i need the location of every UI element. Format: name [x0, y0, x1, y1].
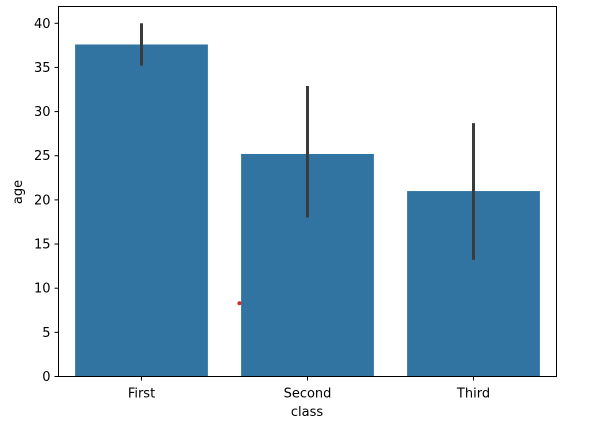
- y-tick-label: 30: [34, 105, 51, 120]
- y-tick-label: 5: [42, 326, 50, 341]
- y-tick-label: 35: [34, 61, 51, 76]
- y-axis-label: age: [11, 180, 26, 204]
- x-axis-ticks: First Second Third: [128, 376, 490, 402]
- x-tick-label: Third: [456, 387, 490, 402]
- annotation-point: [237, 301, 242, 306]
- annotations-layer: [237, 301, 242, 306]
- error-bars-layer: [140, 23, 475, 260]
- bars-layer: [75, 44, 540, 377]
- x-tick-label: Second: [284, 387, 332, 402]
- x-axis-label: class: [291, 405, 323, 420]
- y-tick-label: 25: [34, 149, 51, 164]
- y-tick-label: 15: [34, 238, 51, 253]
- y-axis-ticks: 0 5 10 15 20 25 30 35 40: [34, 17, 59, 385]
- y-tick-label: 0: [42, 370, 50, 385]
- y-tick-label: 40: [34, 17, 51, 32]
- y-tick-label: 10: [34, 282, 51, 297]
- bar-first: [75, 44, 208, 377]
- y-tick-label: 20: [34, 193, 51, 208]
- x-tick-label: First: [128, 387, 155, 402]
